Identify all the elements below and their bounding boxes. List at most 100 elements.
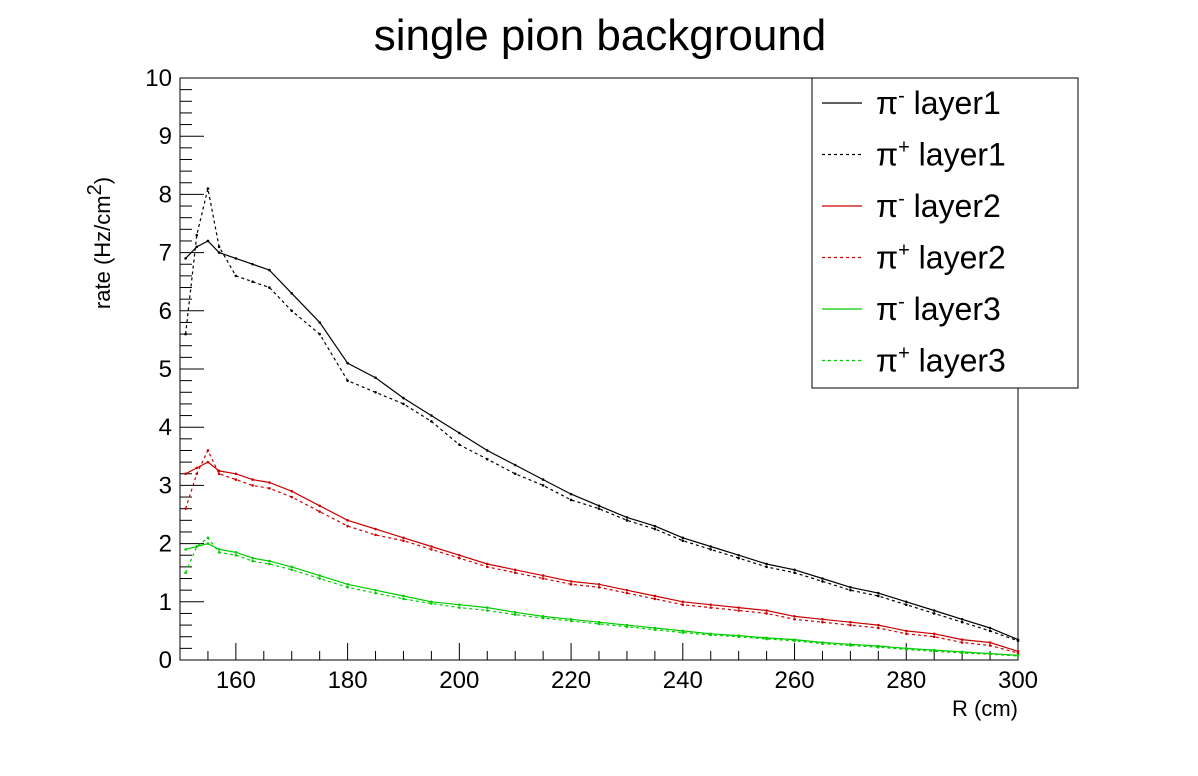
series-6-point bbox=[709, 633, 713, 637]
legend-label: π- layer1 bbox=[876, 85, 1001, 121]
series-6-point bbox=[625, 625, 629, 629]
series-4-point bbox=[458, 556, 461, 560]
series-1-point bbox=[195, 245, 199, 249]
series-6-point bbox=[849, 644, 852, 647]
series-3-point bbox=[513, 568, 517, 572]
legend-label-base: π bbox=[876, 137, 898, 173]
series-1-point bbox=[569, 492, 573, 496]
series-2-point bbox=[458, 443, 461, 446]
legend-label-base: π bbox=[876, 240, 898, 276]
plot-area bbox=[184, 187, 1020, 658]
x-tick-label: 160 bbox=[216, 667, 256, 694]
series-line-4 bbox=[185, 449, 1019, 654]
legend-label: π+ layer1 bbox=[876, 137, 1006, 173]
series-5-point bbox=[234, 551, 238, 554]
series-6-point bbox=[374, 591, 377, 595]
legend-label-sup: - bbox=[898, 85, 905, 107]
series-5-point bbox=[217, 548, 221, 551]
series-2-point bbox=[251, 280, 254, 284]
series-6-point bbox=[737, 635, 740, 639]
series-6-point bbox=[234, 553, 238, 557]
series-1-point bbox=[541, 478, 545, 481]
series-line-5 bbox=[185, 542, 1019, 656]
x-tick-label: 300 bbox=[998, 667, 1038, 694]
series-1-point bbox=[793, 568, 796, 572]
series-6-point bbox=[569, 619, 573, 623]
x-axis-label: R (cm) bbox=[952, 696, 1018, 721]
series-4-point bbox=[374, 533, 377, 537]
legend-label-rest: layer1 bbox=[910, 137, 1006, 173]
series-6-point bbox=[251, 559, 254, 563]
series-3-point bbox=[206, 460, 210, 464]
series-1-point bbox=[374, 376, 377, 380]
series-4-point bbox=[597, 585, 601, 589]
series-4-point bbox=[290, 495, 294, 499]
series-1-point bbox=[737, 553, 740, 557]
legend-label-sup: - bbox=[898, 291, 905, 313]
y-tick-label: 9 bbox=[159, 123, 172, 150]
x-axis: 160 180 200 220 240 260 280 300 bbox=[179, 643, 1038, 694]
series-3-point bbox=[737, 606, 740, 609]
series-1-point bbox=[681, 536, 685, 540]
series-1-point bbox=[458, 431, 461, 435]
series-3-point bbox=[569, 580, 573, 583]
series-4-point bbox=[765, 612, 768, 615]
series-1-point bbox=[346, 361, 349, 365]
series-3-point bbox=[290, 489, 294, 493]
series-3-point bbox=[346, 519, 349, 522]
series-3-point bbox=[485, 562, 489, 566]
series-1-point bbox=[988, 626, 992, 630]
series-6-point bbox=[195, 545, 199, 548]
series-2-point bbox=[346, 379, 349, 382]
series-3-point bbox=[625, 588, 629, 592]
series-5-point bbox=[513, 610, 517, 614]
series-6-point bbox=[765, 637, 768, 641]
series-2-point bbox=[374, 390, 377, 394]
series-6-point bbox=[1016, 654, 1020, 658]
y-axis-label-superscript: 2 bbox=[84, 184, 106, 195]
series-1-point bbox=[206, 239, 210, 243]
series-3-point bbox=[877, 623, 880, 627]
series-4-point bbox=[430, 548, 433, 551]
legend-label-base: π bbox=[876, 291, 898, 327]
series-5-point bbox=[290, 565, 294, 569]
legend-label: π+ layer3 bbox=[876, 343, 1006, 379]
legend-label-sup: - bbox=[898, 188, 905, 210]
y-tick-label: 5 bbox=[159, 356, 172, 383]
series-3-point bbox=[234, 472, 238, 476]
series-2-point bbox=[234, 274, 238, 278]
series-6-point bbox=[904, 648, 908, 651]
series-6-point bbox=[206, 536, 210, 540]
series-line-6 bbox=[185, 536, 1019, 657]
series-5-point bbox=[485, 606, 489, 609]
series-3-point bbox=[458, 553, 461, 557]
series-line-3 bbox=[185, 461, 1019, 652]
y-axis-label-end: ) bbox=[90, 177, 115, 184]
series-4-point bbox=[737, 609, 740, 612]
series-1-point bbox=[268, 268, 271, 272]
series-2-point bbox=[793, 571, 796, 574]
series-3-point bbox=[541, 574, 545, 577]
legend-label-base: π bbox=[876, 343, 898, 379]
series-2-point bbox=[904, 603, 908, 607]
series-6-point bbox=[877, 645, 880, 649]
series-2-point bbox=[569, 498, 573, 502]
series-5-point bbox=[346, 583, 349, 586]
legend-label-rest: layer3 bbox=[910, 343, 1006, 379]
series-4-point bbox=[849, 623, 852, 627]
series-4-point bbox=[346, 524, 349, 528]
series-1-point bbox=[709, 545, 713, 548]
series-2-point bbox=[206, 187, 210, 190]
legend-label-rest: layer3 bbox=[905, 291, 1001, 327]
series-6-point bbox=[932, 649, 936, 653]
series-6-point bbox=[217, 551, 221, 554]
series-2-point bbox=[402, 402, 405, 406]
series-6-point bbox=[184, 571, 187, 574]
series-5-point bbox=[184, 548, 187, 551]
legend-label: π+ layer2 bbox=[876, 240, 1006, 276]
series-3-point bbox=[849, 620, 852, 624]
series-4-point bbox=[217, 472, 221, 476]
series-2-point bbox=[1016, 639, 1020, 643]
series-3-point bbox=[821, 617, 824, 621]
series-6-point bbox=[541, 616, 545, 620]
